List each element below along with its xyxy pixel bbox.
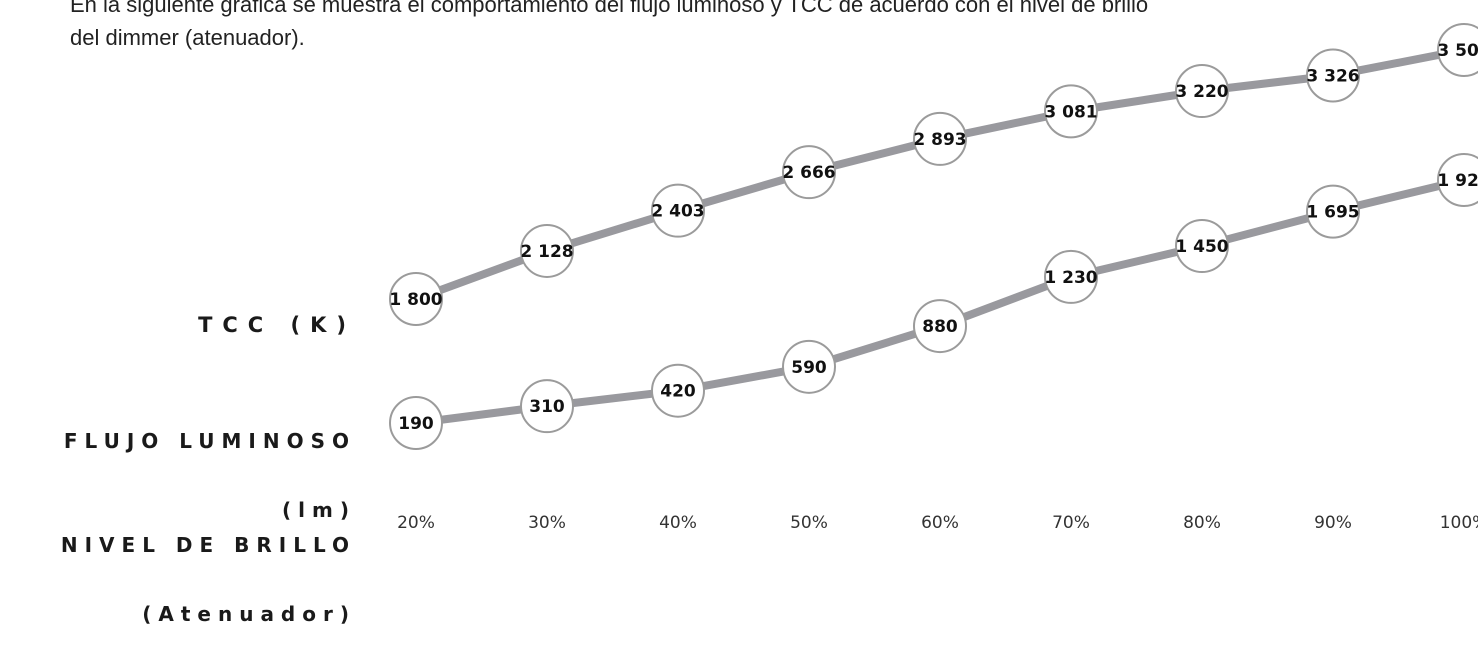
data-point-label: 590 xyxy=(791,358,827,378)
data-point-marker xyxy=(651,363,705,418)
x-axis-ticks: 20% 30% 40% 50% 60% 70% 80% 90% 100% xyxy=(397,513,1478,533)
series-tcc: 1 800 2 128 2 403 2 666 2 893 3 081 3 220 3 326… xyxy=(389,23,1478,326)
data-point-label: 1 695 xyxy=(1306,203,1359,223)
x-tick-label: 30% xyxy=(528,513,566,533)
x-tick-label: 50% xyxy=(790,513,828,533)
data-point-label: 2 666 xyxy=(782,163,835,183)
series-flujo: 190 310 420 590 880 1 230 1 450 1 695 1 920 xyxy=(389,153,1478,450)
data-point-marker xyxy=(389,272,443,326)
x-tick-label: 80% xyxy=(1183,513,1221,533)
data-point-label: 2 403 xyxy=(651,202,704,222)
data-point-marker xyxy=(1175,64,1229,119)
data-point-label: 310 xyxy=(529,397,565,417)
intro-text: En la siguiente gráfica se muestra el co… xyxy=(70,0,1390,54)
intro-line-2: del dimmer (atenuador). xyxy=(70,25,305,50)
data-point-label: 3 081 xyxy=(1044,102,1097,122)
data-point-marker xyxy=(1044,84,1098,139)
data-point-label: 2 128 xyxy=(520,242,573,262)
x-tick-label: 100% xyxy=(1440,513,1478,533)
data-point-label: 1 800 xyxy=(389,290,442,310)
data-point-label: 190 xyxy=(398,414,434,434)
data-point-marker xyxy=(1044,249,1098,304)
data-point-label: 3 500 xyxy=(1437,41,1478,61)
data-point-label: 1 920 xyxy=(1437,171,1478,191)
dimmer-line-chart: 1 800 2 128 2 403 2 666 2 893 3 081 3 220 3 326… xyxy=(389,23,1478,533)
data-point-marker xyxy=(1437,153,1478,207)
nivel-label-line-2: (Atenuador) xyxy=(142,602,356,626)
data-point-label: 880 xyxy=(922,317,958,337)
data-point-marker xyxy=(389,396,443,450)
x-tick-label: 60% xyxy=(921,513,959,533)
flujo-label-line-2: (lm) xyxy=(282,498,356,522)
data-point-label: 1 450 xyxy=(1175,237,1228,257)
data-point-marker xyxy=(1306,48,1360,103)
data-point-marker xyxy=(651,183,705,238)
data-point-label: 3 220 xyxy=(1175,82,1228,102)
data-point-marker xyxy=(1437,23,1478,77)
data-point-marker xyxy=(782,339,836,394)
data-point-label: 1 230 xyxy=(1044,268,1097,288)
data-point-label: 3 326 xyxy=(1306,66,1359,86)
data-point-label: 2 893 xyxy=(913,130,966,150)
data-point-marker xyxy=(520,379,574,434)
flujo-label-line-1: FLUJO LUMINOSO xyxy=(63,429,356,453)
data-point-marker xyxy=(913,299,967,354)
data-point-marker xyxy=(782,145,836,200)
x-tick-label: 20% xyxy=(397,513,435,533)
flujo-row-label: FLUJO LUMINOSO (lm) xyxy=(64,384,356,545)
data-point-marker xyxy=(520,223,574,278)
x-tick-label: 70% xyxy=(1052,513,1090,533)
x-tick-label: 90% xyxy=(1314,513,1352,533)
tcc-row-label: TCC (K) xyxy=(163,286,356,338)
data-point-label: 420 xyxy=(660,382,696,402)
intro-line-1: En la siguiente gráfica se muestra el co… xyxy=(70,0,1149,17)
data-point-marker xyxy=(1175,219,1229,274)
data-point-marker xyxy=(1306,184,1360,239)
tcc-label-text: TCC (K) xyxy=(198,313,356,337)
data-point-marker xyxy=(913,111,967,166)
x-tick-label: 40% xyxy=(659,513,697,533)
